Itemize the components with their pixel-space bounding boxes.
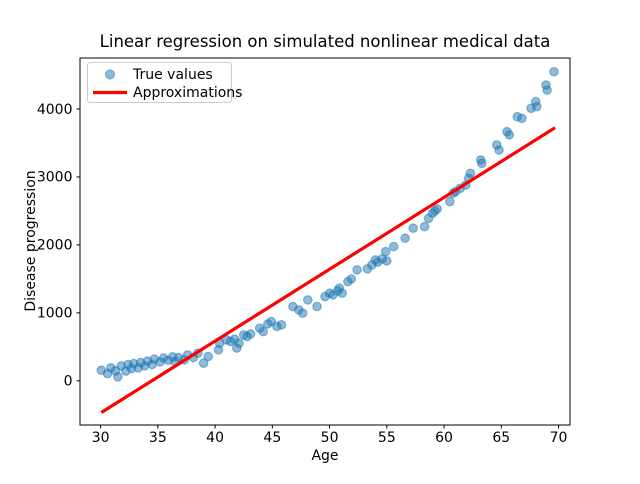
scatter-point [381,256,392,266]
scatter-point [297,308,308,318]
y-tick-label: 1000 [37,306,73,322]
x-tick-label: 55 [378,430,396,446]
x-tick-label: 50 [321,430,339,446]
scatter-point [234,338,244,348]
y-tick-label: 2000 [37,238,73,254]
legend-label-true-values: True values [132,67,213,83]
x-tick-label: 70 [550,430,568,446]
scatter-point [203,351,213,362]
x-tick-label: 40 [206,430,224,446]
x-axis-label: Age [311,448,338,464]
legend: True values Approximations [87,62,242,103]
legend-label-approximations: Approximations [133,85,242,101]
scatter-point [312,301,322,312]
scatter-point [380,246,391,257]
y-tick-label: 3000 [37,170,73,186]
y-tick-label: 4000 [37,102,73,118]
scatter-point [494,145,504,155]
scatter-point [113,371,123,382]
scatter-point [245,329,256,339]
axes-spines [79,57,571,426]
scatter-point [542,85,552,95]
scatter-point [337,288,347,298]
x-tick-label: 65 [492,430,510,446]
scatter-point [517,113,527,124]
scatter-point [388,241,399,252]
scatter-point [549,66,559,77]
scatter-point [476,158,487,169]
scatter-point [302,295,313,305]
y-tick-label: 0 [64,374,73,390]
scatter-point [465,168,476,179]
scatter-point [352,265,362,275]
scatter-point [444,196,455,207]
x-tick-label: 45 [263,430,281,446]
legend-scatter-marker-icon [104,69,116,80]
plot-area: 30 35 40 45 50 55 60 65 70 0 1000 2000 3000 4000 [37,57,571,446]
scatter-point [531,101,542,112]
scatter-point [276,319,287,330]
y-axis-label: Disease progression [23,170,39,311]
regression-line [100,126,556,414]
x-tick-label: 35 [149,430,167,446]
scatter-point [432,204,442,214]
scatter-point [258,326,268,337]
scatter-point [504,130,515,140]
scatter-point [408,223,418,233]
scatter-point [198,358,209,368]
scatter-point [346,274,357,284]
x-tick-label: 60 [435,430,453,446]
chart-title: Linear regression on simulated nonlinear… [100,32,551,51]
x-tick-label: 30 [92,430,110,446]
scatter-point [419,221,430,232]
scatter-point [400,233,410,243]
